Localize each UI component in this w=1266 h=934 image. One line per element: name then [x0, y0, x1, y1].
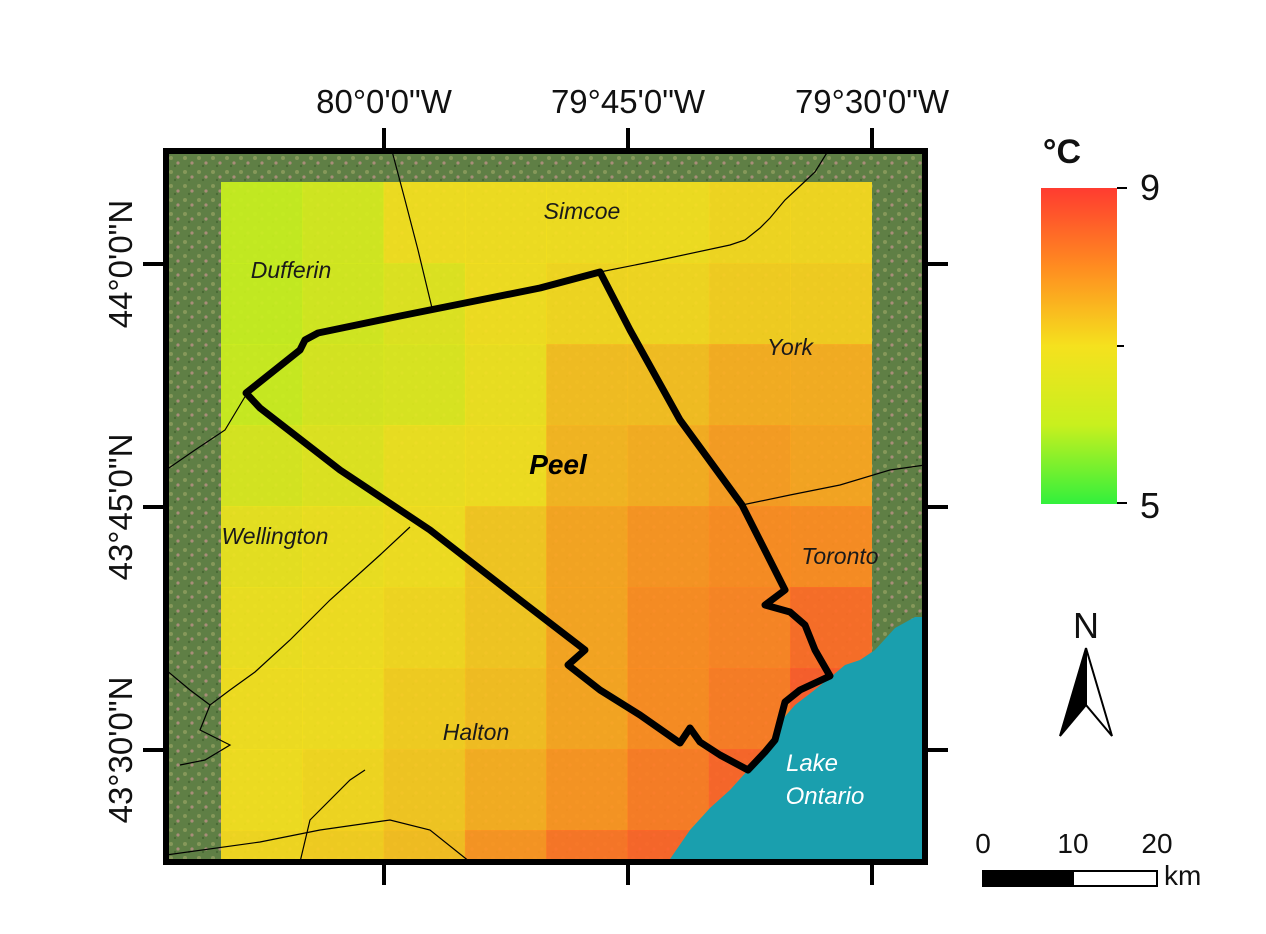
temperature-cell	[221, 668, 303, 750]
temperature-cell	[627, 344, 710, 426]
scale-label-0: 0	[975, 828, 991, 859]
temperature-cell	[302, 587, 385, 669]
temperature-cell	[383, 587, 466, 669]
legend-color-bar	[1041, 188, 1117, 504]
lake-label-line1: Lake	[786, 750, 838, 777]
temperature-cell	[464, 749, 547, 831]
north-arrow-label: N	[1073, 605, 1099, 646]
temperature-cell	[221, 587, 303, 669]
scale-label-10: 10	[1057, 828, 1088, 859]
lon-label-1: 80°0'0"W	[316, 83, 453, 120]
temperature-cell	[383, 749, 466, 831]
temperature-cell	[546, 182, 629, 264]
lon-label-2: 79°45'0"W	[551, 83, 706, 120]
legend-min-label: 5	[1140, 485, 1160, 526]
temperature-cell	[221, 506, 303, 588]
region-label-simcoe: Simcoe	[544, 198, 621, 224]
scale-label-20: 20	[1141, 828, 1172, 859]
temperature-cell	[546, 749, 629, 831]
lat-label-3: 43°30'0"N	[102, 677, 139, 824]
temperature-grid	[221, 182, 872, 862]
county-boundaries	[166, 151, 925, 862]
temperature-cell	[383, 182, 466, 264]
temperature-cell	[708, 344, 791, 426]
temperature-cell	[221, 182, 303, 264]
temperature-cell	[627, 587, 710, 669]
boundary-simcoe-york	[599, 151, 829, 273]
boundary-wellington-halton	[179, 526, 411, 766]
lake-label-line2: Ontario	[786, 783, 865, 810]
temperature-cell	[302, 668, 385, 750]
temperature-cell	[708, 425, 791, 507]
temperature-cell	[383, 344, 466, 426]
temperature-cell	[627, 749, 710, 831]
temperature-cell	[464, 668, 547, 750]
boundary-dufferin-simcoe	[391, 151, 433, 309]
temperature-cell	[790, 425, 872, 507]
temperature-cell	[302, 830, 385, 862]
scale-bar-segment-1	[982, 870, 1074, 887]
temperature-cell	[708, 263, 791, 345]
temperature-cell	[221, 263, 303, 345]
lon-label-3: 79°30'0"W	[795, 83, 950, 120]
temperature-cell	[302, 344, 385, 426]
region-label-york: York	[767, 334, 815, 360]
region-label-halton: Halton	[443, 719, 509, 745]
boundary-south-2	[166, 819, 471, 862]
temperature-cell	[464, 587, 547, 669]
temperature-cell	[790, 344, 872, 426]
north-arrow-right-half	[1085, 647, 1113, 737]
temperature-cell	[383, 668, 466, 750]
boundary-halton-hamilton	[166, 669, 211, 706]
region-label-peel: Peel	[529, 449, 588, 480]
scale-bar-segment-2	[1072, 870, 1158, 887]
temperature-cell	[302, 182, 385, 264]
temperature-cell	[708, 587, 791, 669]
axis-ticks	[143, 128, 948, 885]
temperature-cell	[627, 263, 710, 345]
temperature-cell	[790, 263, 872, 345]
region-label-toronto: Toronto	[801, 543, 878, 569]
temperature-cell	[383, 425, 466, 507]
temperature-cell	[221, 425, 303, 507]
temperature-cell	[221, 749, 303, 831]
temperature-cell	[464, 425, 547, 507]
north-arrow: N	[1059, 605, 1113, 737]
lat-label-2: 43°45'0"N	[102, 434, 139, 581]
boundary-south-1	[299, 769, 366, 862]
legend-unit: °C	[1043, 133, 1081, 171]
boundary-wellington-dufferin	[166, 394, 247, 471]
lake-ontario-water	[668, 617, 925, 862]
temperature-cell	[627, 506, 710, 588]
temperature-cell	[464, 182, 547, 264]
lat-label-1: 44°0'0"N	[102, 200, 139, 328]
temperature-cell	[546, 425, 629, 507]
temperature-cell	[221, 830, 303, 862]
temperature-cell	[383, 830, 466, 862]
region-label-wellington: Wellington	[222, 523, 329, 549]
temperature-cell	[627, 425, 710, 507]
temperature-cell	[464, 830, 547, 862]
temperature-cell	[627, 182, 710, 264]
temperature-cell	[464, 344, 547, 426]
temperature-cell	[302, 749, 385, 831]
temperature-cell	[546, 830, 629, 862]
scale-unit: km	[1164, 860, 1201, 891]
temperature-cell	[708, 182, 791, 264]
temperature-cell	[790, 182, 872, 264]
temperature-cell	[546, 506, 629, 588]
temperature-cell	[302, 506, 385, 588]
peel-boundary	[242, 268, 834, 774]
temperature-cell	[546, 344, 629, 426]
temperature-cell	[464, 506, 547, 588]
legend-max-label: 9	[1140, 167, 1160, 208]
temperature-cell	[790, 506, 872, 588]
boundary-york-toronto	[741, 464, 925, 506]
region-label-dufferin: Dufferin	[251, 257, 332, 283]
scale-bar: 0 10 20 km	[975, 828, 1201, 891]
